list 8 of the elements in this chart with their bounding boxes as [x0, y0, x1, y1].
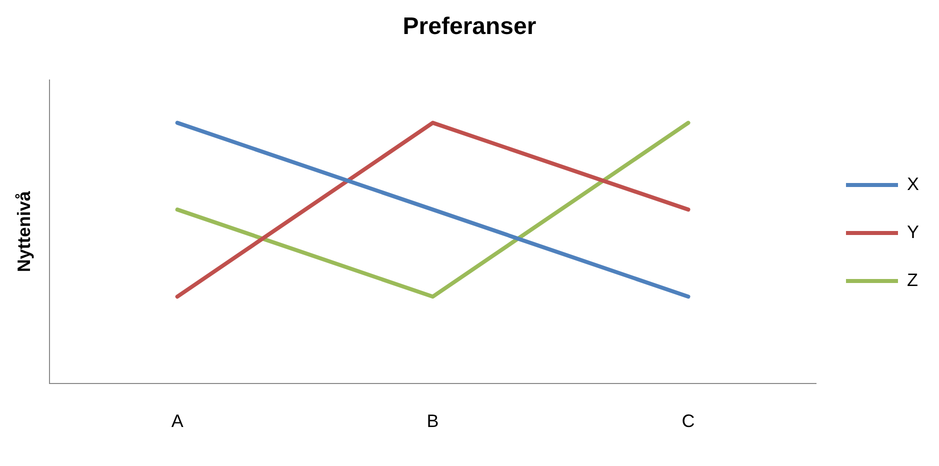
chart-title: Preferanser [402, 13, 536, 40]
legend-label: Y [906, 222, 920, 242]
legend-label: Z [906, 270, 918, 290]
x-tick-label: B [426, 411, 439, 432]
x-tick-label: C [682, 411, 695, 432]
y-axis-title: Nyttenivå [14, 190, 34, 272]
x-tick-label: A [171, 411, 184, 432]
legend-label: X [906, 174, 920, 194]
